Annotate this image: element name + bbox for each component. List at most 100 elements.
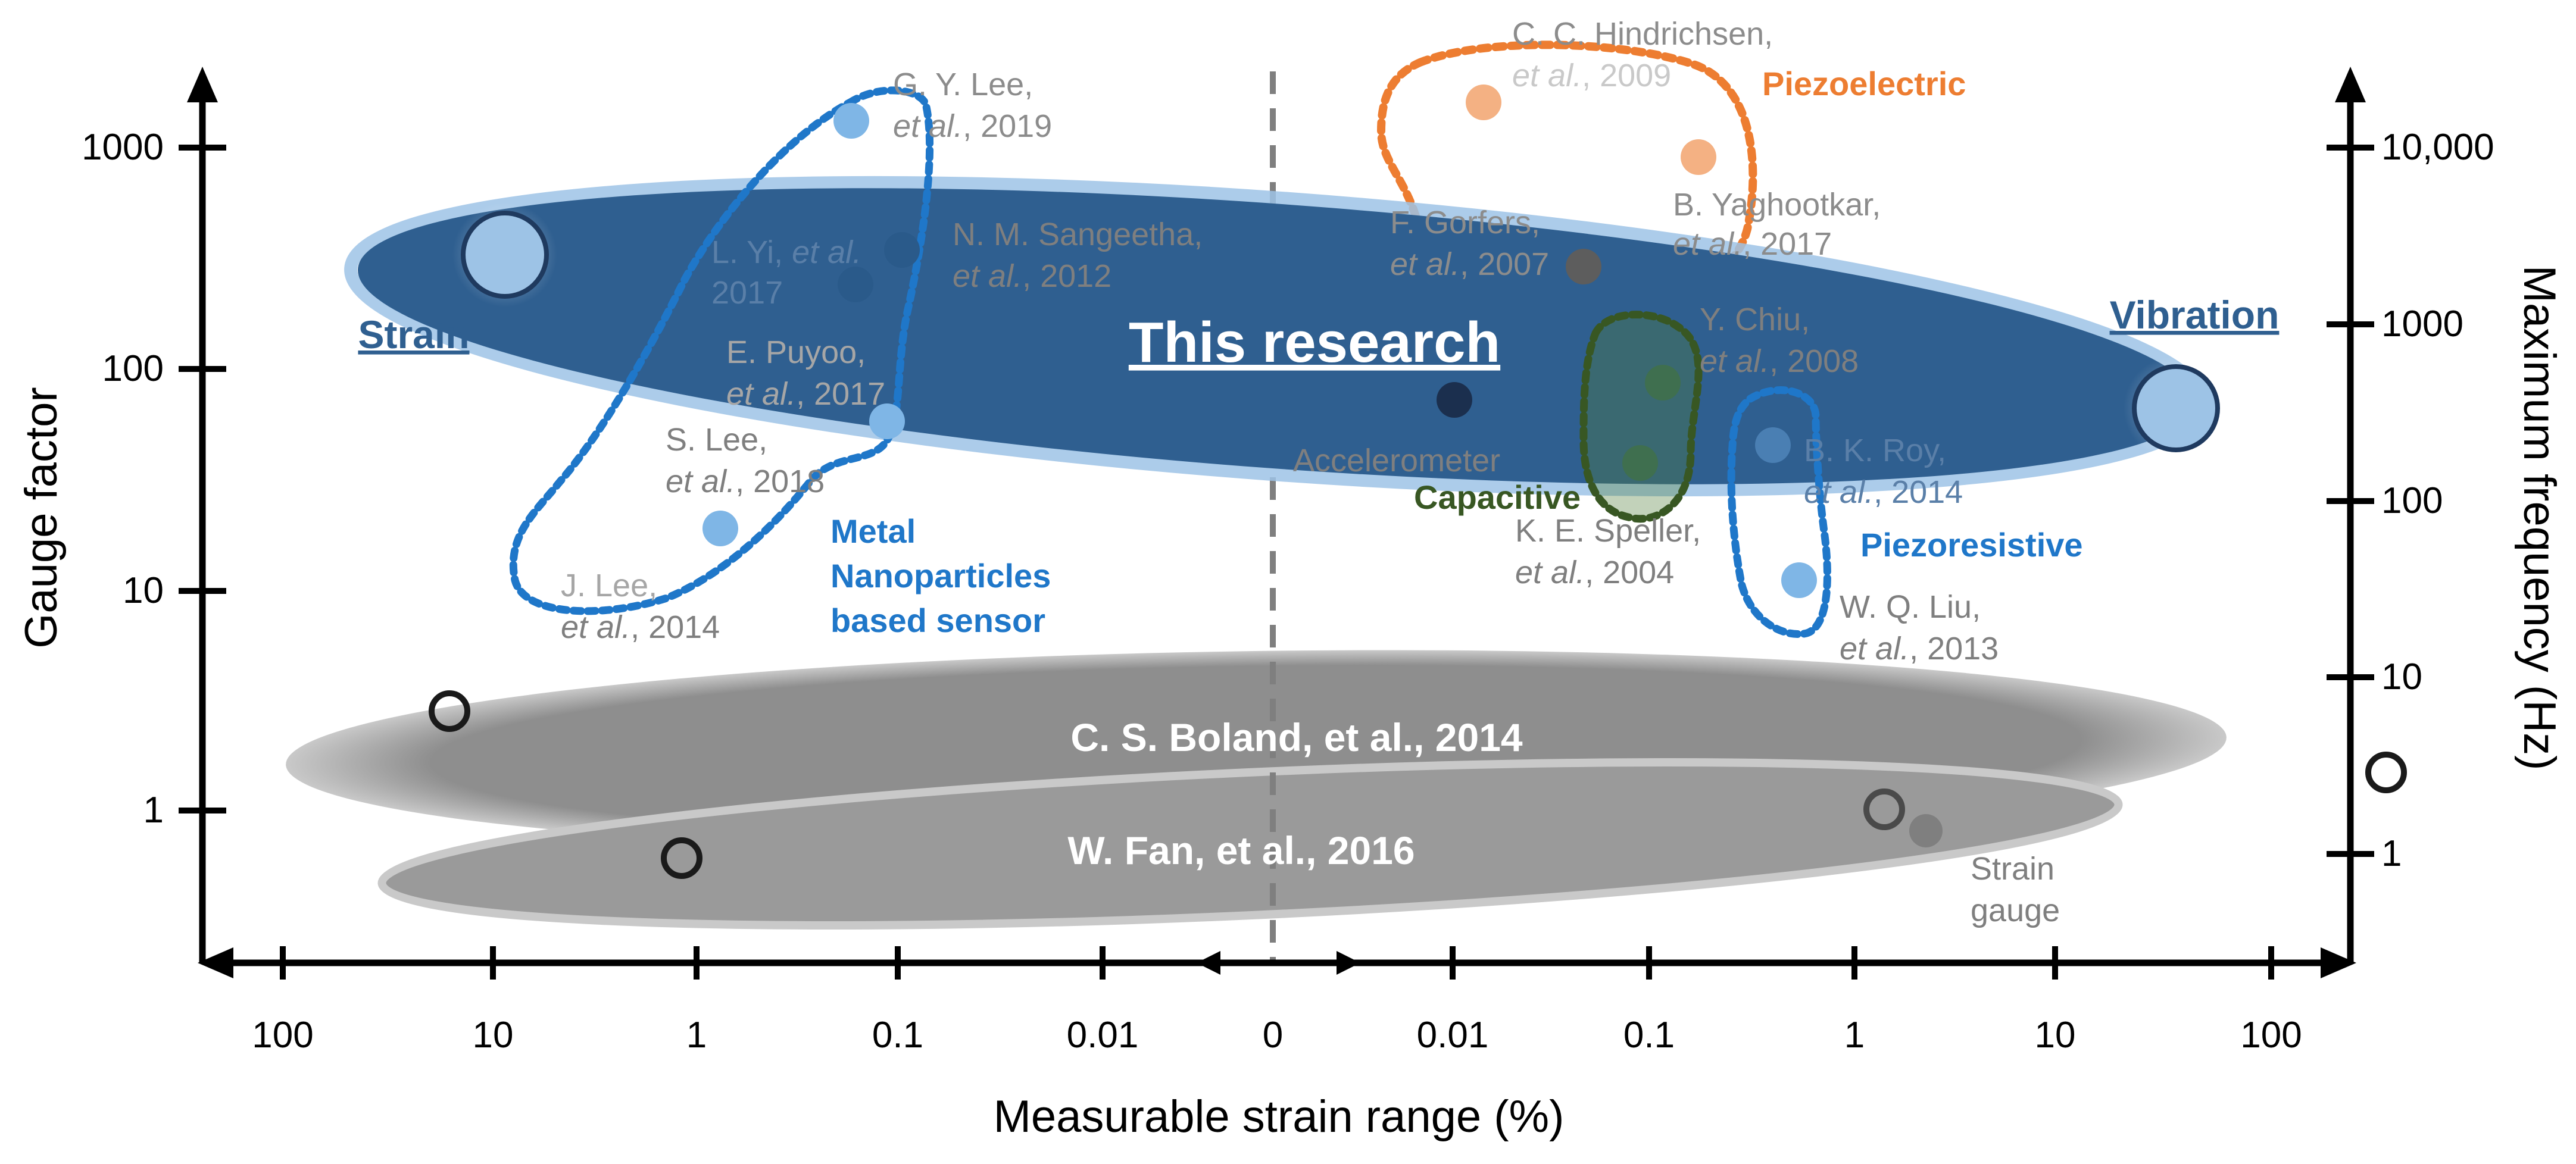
x-tick-right-1: 0.1 <box>1623 1015 1675 1056</box>
ref-bkr-line-1: B. K. Roy, <box>1804 433 1946 468</box>
ref-nms-line-2: et al., 2012 <box>953 258 1111 294</box>
boland-point-right <box>2365 752 2407 793</box>
y-left-tick-2: 10 <box>123 570 164 611</box>
x-tick-right-2: 1 <box>1844 1015 1865 1056</box>
y-right-tick-3: 10 <box>2381 656 2422 697</box>
piezoelectric-label: Piezoelectric <box>1762 65 1966 102</box>
fan-label: W. Fan, et al., 2016 <box>1067 828 1415 872</box>
vibration-point <box>2132 364 2220 452</box>
ref-cch-line-1: C. C. Hindrichsen, <box>1512 16 1773 52</box>
ref-wql-line-2: et al., 2013 <box>1840 631 1999 667</box>
x-tick-center: 0 <box>1263 1015 1283 1056</box>
point-ychiu <box>1645 365 1681 400</box>
metal-label-line-2: Nanoparticles <box>830 557 1051 594</box>
boland-label: C. S. Boland, et al., 2014 <box>1070 715 1523 759</box>
fan-point-left <box>661 837 702 879</box>
ref-gylee-line-2: et al., 2019 <box>893 108 1052 144</box>
x-axis-left-arrow <box>198 947 233 978</box>
ref-fg-line-2: et al., 2007 <box>1390 246 1549 282</box>
y-right-tick-4: 1 <box>2381 833 2402 874</box>
point-lyi <box>838 267 873 302</box>
ref-wql-line-1: W. Q. Liu, <box>1840 589 1981 625</box>
strain-gauge-label-line-1: Strain <box>1971 851 2054 887</box>
point-accelerometer <box>1437 382 1472 418</box>
ref-fg-line-1: F. Gorfers, <box>1390 205 1540 240</box>
piezoresistive-label: Piezoresistive <box>1860 526 2083 564</box>
point-fg <box>1566 249 1601 284</box>
x-tick-right-4: 100 <box>2240 1015 2302 1056</box>
strain-gauge-point <box>1909 814 1943 847</box>
y-left-tick-3: 1 <box>143 790 164 831</box>
ref-kes-line-1: K. E. Speller, <box>1515 513 1701 549</box>
y-right-tick-2: 100 <box>2381 480 2443 521</box>
point-cch <box>1466 85 1501 120</box>
ref-jlee-line-1: J. Lee, <box>561 568 657 603</box>
strain-gauge-label-line-2: gauge <box>1971 893 2060 928</box>
piezoresistive-region <box>1727 386 1831 639</box>
point-epuyoo <box>869 403 905 439</box>
ref-epuyoo-line-1: E. Puyoo, <box>726 334 866 370</box>
this-research-title: This research <box>1129 311 1500 374</box>
point-nms <box>884 232 920 268</box>
x-axis-right-arrow <box>2321 947 2356 978</box>
x-tick-left-3: 0.1 <box>872 1015 923 1056</box>
x-tick-labels: 100 10 1 0.1 0.01 0 0.01 0.1 1 10 100 <box>252 1015 2302 1056</box>
x-axis-title: Measurable strain range (%) <box>994 1091 1565 1142</box>
y-left-tick-1: 100 <box>102 348 164 389</box>
ref-gylee-line-1: G. Y. Lee, <box>893 67 1033 102</box>
x-axis-center-right-arrow <box>1337 951 1360 975</box>
boland-point-left <box>429 690 470 732</box>
metal-label-line-3: based sensor <box>830 602 1045 639</box>
ref-bkr-line-2: et al., 2014 <box>1804 474 1963 510</box>
fan-point-right <box>1863 788 1905 830</box>
literature-points <box>702 85 1817 598</box>
right-y-axis-arrow <box>2335 67 2366 102</box>
point-slee <box>702 511 738 546</box>
vibration-label: Vibration <box>2110 293 2280 337</box>
ref-by-line-1: B. Yaghootkar, <box>1673 187 1881 223</box>
ref-epuyoo-line-2: et al., 2017 <box>726 376 885 412</box>
y-right-tick-0: 10,000 <box>2381 127 2494 168</box>
ref-by-line-2: et al., 2017 <box>1673 226 1832 262</box>
fan-region <box>377 758 2123 930</box>
x-tick-left-1: 10 <box>473 1015 514 1056</box>
ref-slee-line-2: et al., 2018 <box>666 464 825 499</box>
axes <box>187 67 2366 978</box>
x-tick-left-0: 100 <box>252 1015 313 1056</box>
ref-jlee-line-2: et al., 2014 <box>561 609 720 645</box>
ref-lyi-line-2: 2017 <box>711 275 783 311</box>
ref-ychiu-line-2: et al., 2008 <box>1700 343 1859 379</box>
x-tick-left-2: 1 <box>686 1015 707 1056</box>
reference-labels: G. Y. Lee, et al., 2019 N. M. Sangeetha,… <box>561 16 2060 928</box>
y-left-tick-0: 1000 <box>82 127 164 168</box>
x-tick-left-4: 0.01 <box>1067 1015 1139 1056</box>
y-axis-right-title: Maximum frequency (Hz) <box>2514 265 2565 771</box>
ref-ychiu-line-1: Y. Chiu, <box>1700 302 1810 337</box>
y-left-tick-labels: 1000 100 10 1 <box>82 127 164 831</box>
capacitive-label: Capacitive <box>1414 478 1581 516</box>
x-axis-center-left-arrow <box>1197 951 1220 975</box>
metal-nanoparticles-region <box>509 86 934 615</box>
point-wql <box>1781 562 1817 598</box>
ref-lyi-line-1: L. Yi, et al. <box>711 234 861 270</box>
ref-nms-line-1: N. M. Sangeetha, <box>953 217 1203 252</box>
ref-kes-line-2: et al., 2004 <box>1515 555 1674 590</box>
y-axis-left-title: Gauge factor <box>16 387 67 648</box>
strain-label: Strain <box>358 312 469 356</box>
point-by <box>1681 139 1716 175</box>
capacitive-region <box>1579 311 1703 523</box>
y-right-tick-1: 1000 <box>2381 303 2463 345</box>
ref-slee-line-1: S. Lee, <box>666 422 767 458</box>
ref-cch-line-2: et al., 2009 <box>1512 58 1671 93</box>
point-kes <box>1622 445 1658 481</box>
left-y-axis-arrow <box>187 67 218 102</box>
y-right-tick-labels: 10,000 1000 100 10 1 <box>2381 127 2494 874</box>
strain-point <box>461 211 549 299</box>
x-tick-right-3: 10 <box>2035 1015 2076 1056</box>
metal-label-line-1: Metal <box>830 512 916 550</box>
accelerometer-label: Accelerometer <box>1293 443 1500 478</box>
this-research-region <box>358 188 2196 484</box>
x-tick-right-0: 0.01 <box>1417 1015 1489 1056</box>
point-gylee <box>833 103 869 139</box>
